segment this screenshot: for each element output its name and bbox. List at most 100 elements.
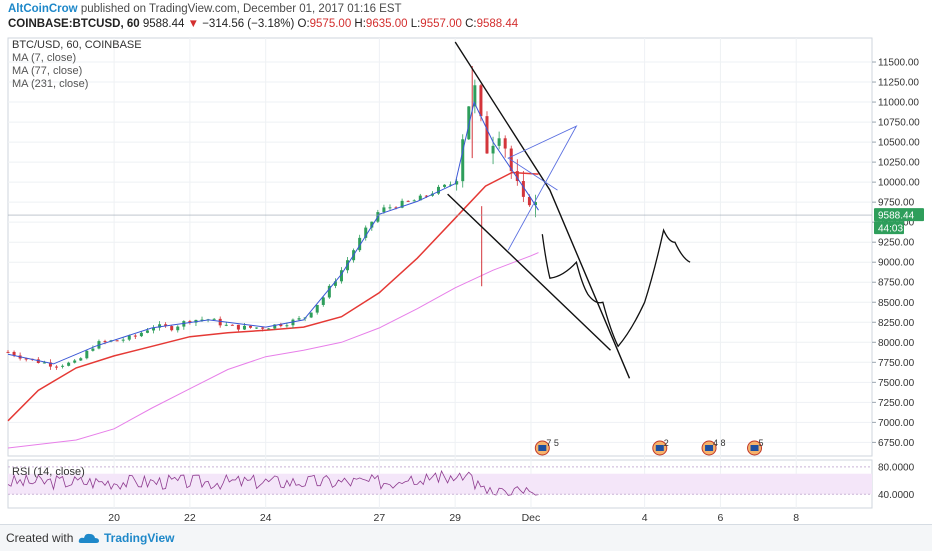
candle-body	[42, 362, 46, 364]
rsi-tick-label: 80.0000	[878, 462, 915, 473]
candle-body	[115, 340, 119, 342]
candle-body	[236, 324, 240, 330]
event-flag-canton	[655, 445, 664, 451]
candle-body	[6, 351, 10, 353]
candle-body	[406, 200, 410, 202]
candle-body	[418, 195, 422, 201]
countdown-badge-text: 44:03	[878, 224, 903, 235]
price-tick-label: 9000.00	[878, 258, 915, 269]
countdown-badge	[874, 221, 904, 235]
candle-body	[521, 181, 525, 197]
event-flag-label: 7 5	[546, 438, 559, 448]
candle-body	[358, 237, 362, 251]
candle-body	[400, 200, 404, 208]
rsi-band	[8, 473, 872, 495]
last-price-badge-text: 9588.44	[878, 211, 915, 222]
legend-symbol: BTC/USD, 60, COINBASE	[12, 39, 142, 51]
grid-horizontal	[8, 61, 872, 443]
candle-body	[255, 327, 259, 329]
author-link[interactable]: AltCoinCrow	[8, 3, 78, 15]
price-tick-label: 10250.00	[878, 158, 920, 169]
candle-body	[473, 85, 477, 107]
candle-body	[455, 181, 459, 185]
time-tick-label: 20	[108, 512, 120, 524]
ma-7-line	[7, 100, 539, 365]
candle-body	[388, 207, 392, 209]
time-tick-label: 22	[184, 512, 196, 524]
candle-body	[479, 85, 483, 117]
channel-lower-line[interactable]	[447, 193, 611, 351]
high-value: 9635.00	[365, 18, 408, 30]
event-flag-canton	[705, 445, 714, 451]
price-tick-label: 10750.00	[878, 118, 920, 129]
candle-body	[364, 227, 368, 238]
price-tick-label: 7000.00	[878, 418, 915, 429]
ma-77-line	[7, 171, 539, 422]
open-label: O:	[297, 18, 310, 30]
candle-body	[503, 138, 507, 149]
candle-body	[436, 186, 440, 194]
time-tick-label: 27	[374, 512, 386, 524]
candle-body	[261, 327, 265, 329]
candle-body	[527, 196, 531, 206]
price-tick-label: 10000.00	[878, 178, 920, 189]
low-value: 9557.00	[420, 18, 462, 30]
ma-231-line	[7, 252, 539, 449]
channel-upper-line[interactable]	[454, 41, 631, 379]
candle-body	[230, 324, 234, 326]
chart-area[interactable]: 80.0000 40.0000 RSI (14, close) 11500.00 1…	[0, 34, 932, 524]
rsi-label: RSI (14, close)	[12, 466, 85, 478]
time-tick-label: 8	[793, 512, 799, 524]
time-tick-label: Dec	[522, 512, 541, 524]
candle-body	[382, 207, 386, 213]
candle-body	[170, 326, 174, 331]
price-badges: 9588.44 44:03	[874, 208, 924, 235]
candle-body	[273, 324, 277, 329]
last-price-badge	[874, 208, 924, 222]
tradingview-brand[interactable]: TradingView	[104, 531, 175, 545]
event-flag-icon: 2	[652, 438, 669, 456]
candle-body	[279, 324, 283, 327]
legend-ma-231: MA (231, close)	[12, 78, 88, 90]
candle-body	[158, 324, 162, 328]
candle-body	[103, 341, 107, 343]
change-value: −314.56 (−3.18%)	[202, 18, 295, 30]
grid-vertical	[113, 38, 797, 508]
price-tick-label: 11000.00	[878, 98, 919, 109]
time-tick-label: 29	[449, 512, 461, 524]
candle-body	[218, 318, 222, 326]
open-value: 9575.00	[309, 18, 352, 30]
candle-body	[297, 318, 301, 320]
price-tick-label: 11250.00	[878, 78, 919, 89]
symbol-label: COINBASE:BTCUSD, 60	[8, 18, 140, 30]
candle-body	[24, 358, 28, 360]
candle-body	[48, 362, 52, 367]
event-flag-icon: 5	[747, 438, 764, 456]
event-flag-icon: 7 5	[534, 438, 559, 456]
candle-body	[333, 281, 337, 286]
time-tick-label: 4	[642, 512, 648, 524]
tradingview-cloud-icon[interactable]	[78, 530, 100, 546]
price-tick-label: 11500.00	[878, 58, 919, 69]
price-axis: 11500.00 11250.00 11000.00 10750.00 10500.00…	[872, 58, 920, 449]
price-tick-label: 8250.00	[878, 318, 915, 329]
candle-body	[285, 325, 289, 327]
price-tick-label: 10500.00	[878, 138, 920, 149]
candle-body	[533, 202, 537, 206]
price-tick-label: 7750.00	[878, 358, 915, 369]
candle-body	[61, 365, 65, 367]
close-label: C:	[465, 18, 477, 30]
candle-body	[176, 326, 180, 331]
projection-path[interactable]	[541, 228, 691, 348]
candle-body	[91, 348, 95, 351]
close-value: 9588.44	[476, 18, 519, 30]
created-with-text: Created with	[6, 531, 74, 545]
down-arrow-icon: ▼	[187, 18, 200, 30]
candle-body	[370, 221, 374, 228]
candle-body	[315, 304, 319, 313]
blue-triangle-drawing[interactable]	[507, 125, 578, 251]
event-flag-icon: 4 8	[701, 438, 726, 456]
candle-body	[449, 184, 453, 186]
event-flag-label: 5	[759, 438, 764, 448]
